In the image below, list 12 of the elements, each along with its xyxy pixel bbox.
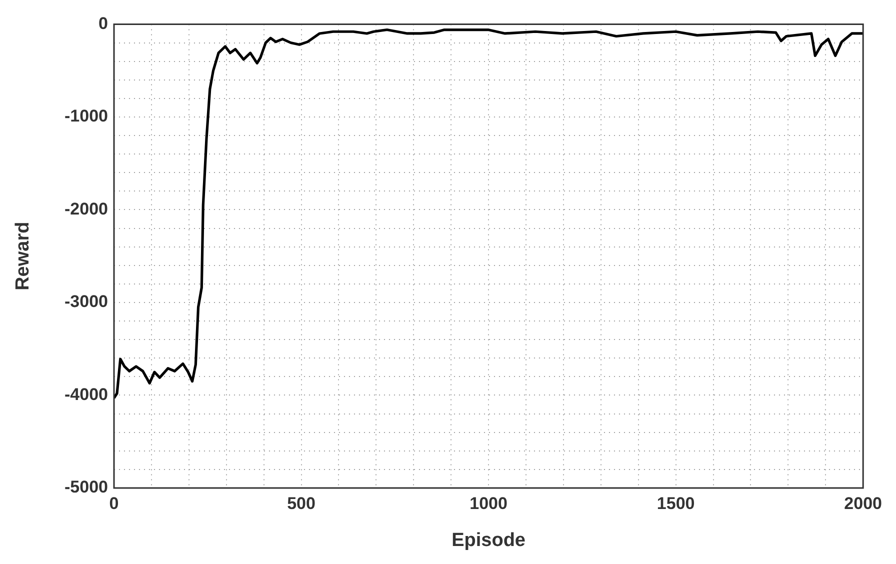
y-tick-label: -5000: [64, 478, 108, 497]
x-tick-label: 2000: [844, 494, 882, 513]
x-tick-label: 500: [287, 494, 316, 513]
y-tick-label: -1000: [64, 106, 108, 126]
y-tick-label: -3000: [64, 292, 108, 312]
x-tick-label: 1000: [470, 494, 508, 513]
y-tick-label: -2000: [64, 199, 108, 218]
y-axis-title: Reward: [12, 222, 34, 290]
x-tick-label: 1500: [656, 494, 695, 513]
x-axis-title: Episode: [452, 530, 526, 551]
y-tick-label: -4000: [64, 384, 108, 404]
y-tick-label: 0: [98, 14, 108, 33]
